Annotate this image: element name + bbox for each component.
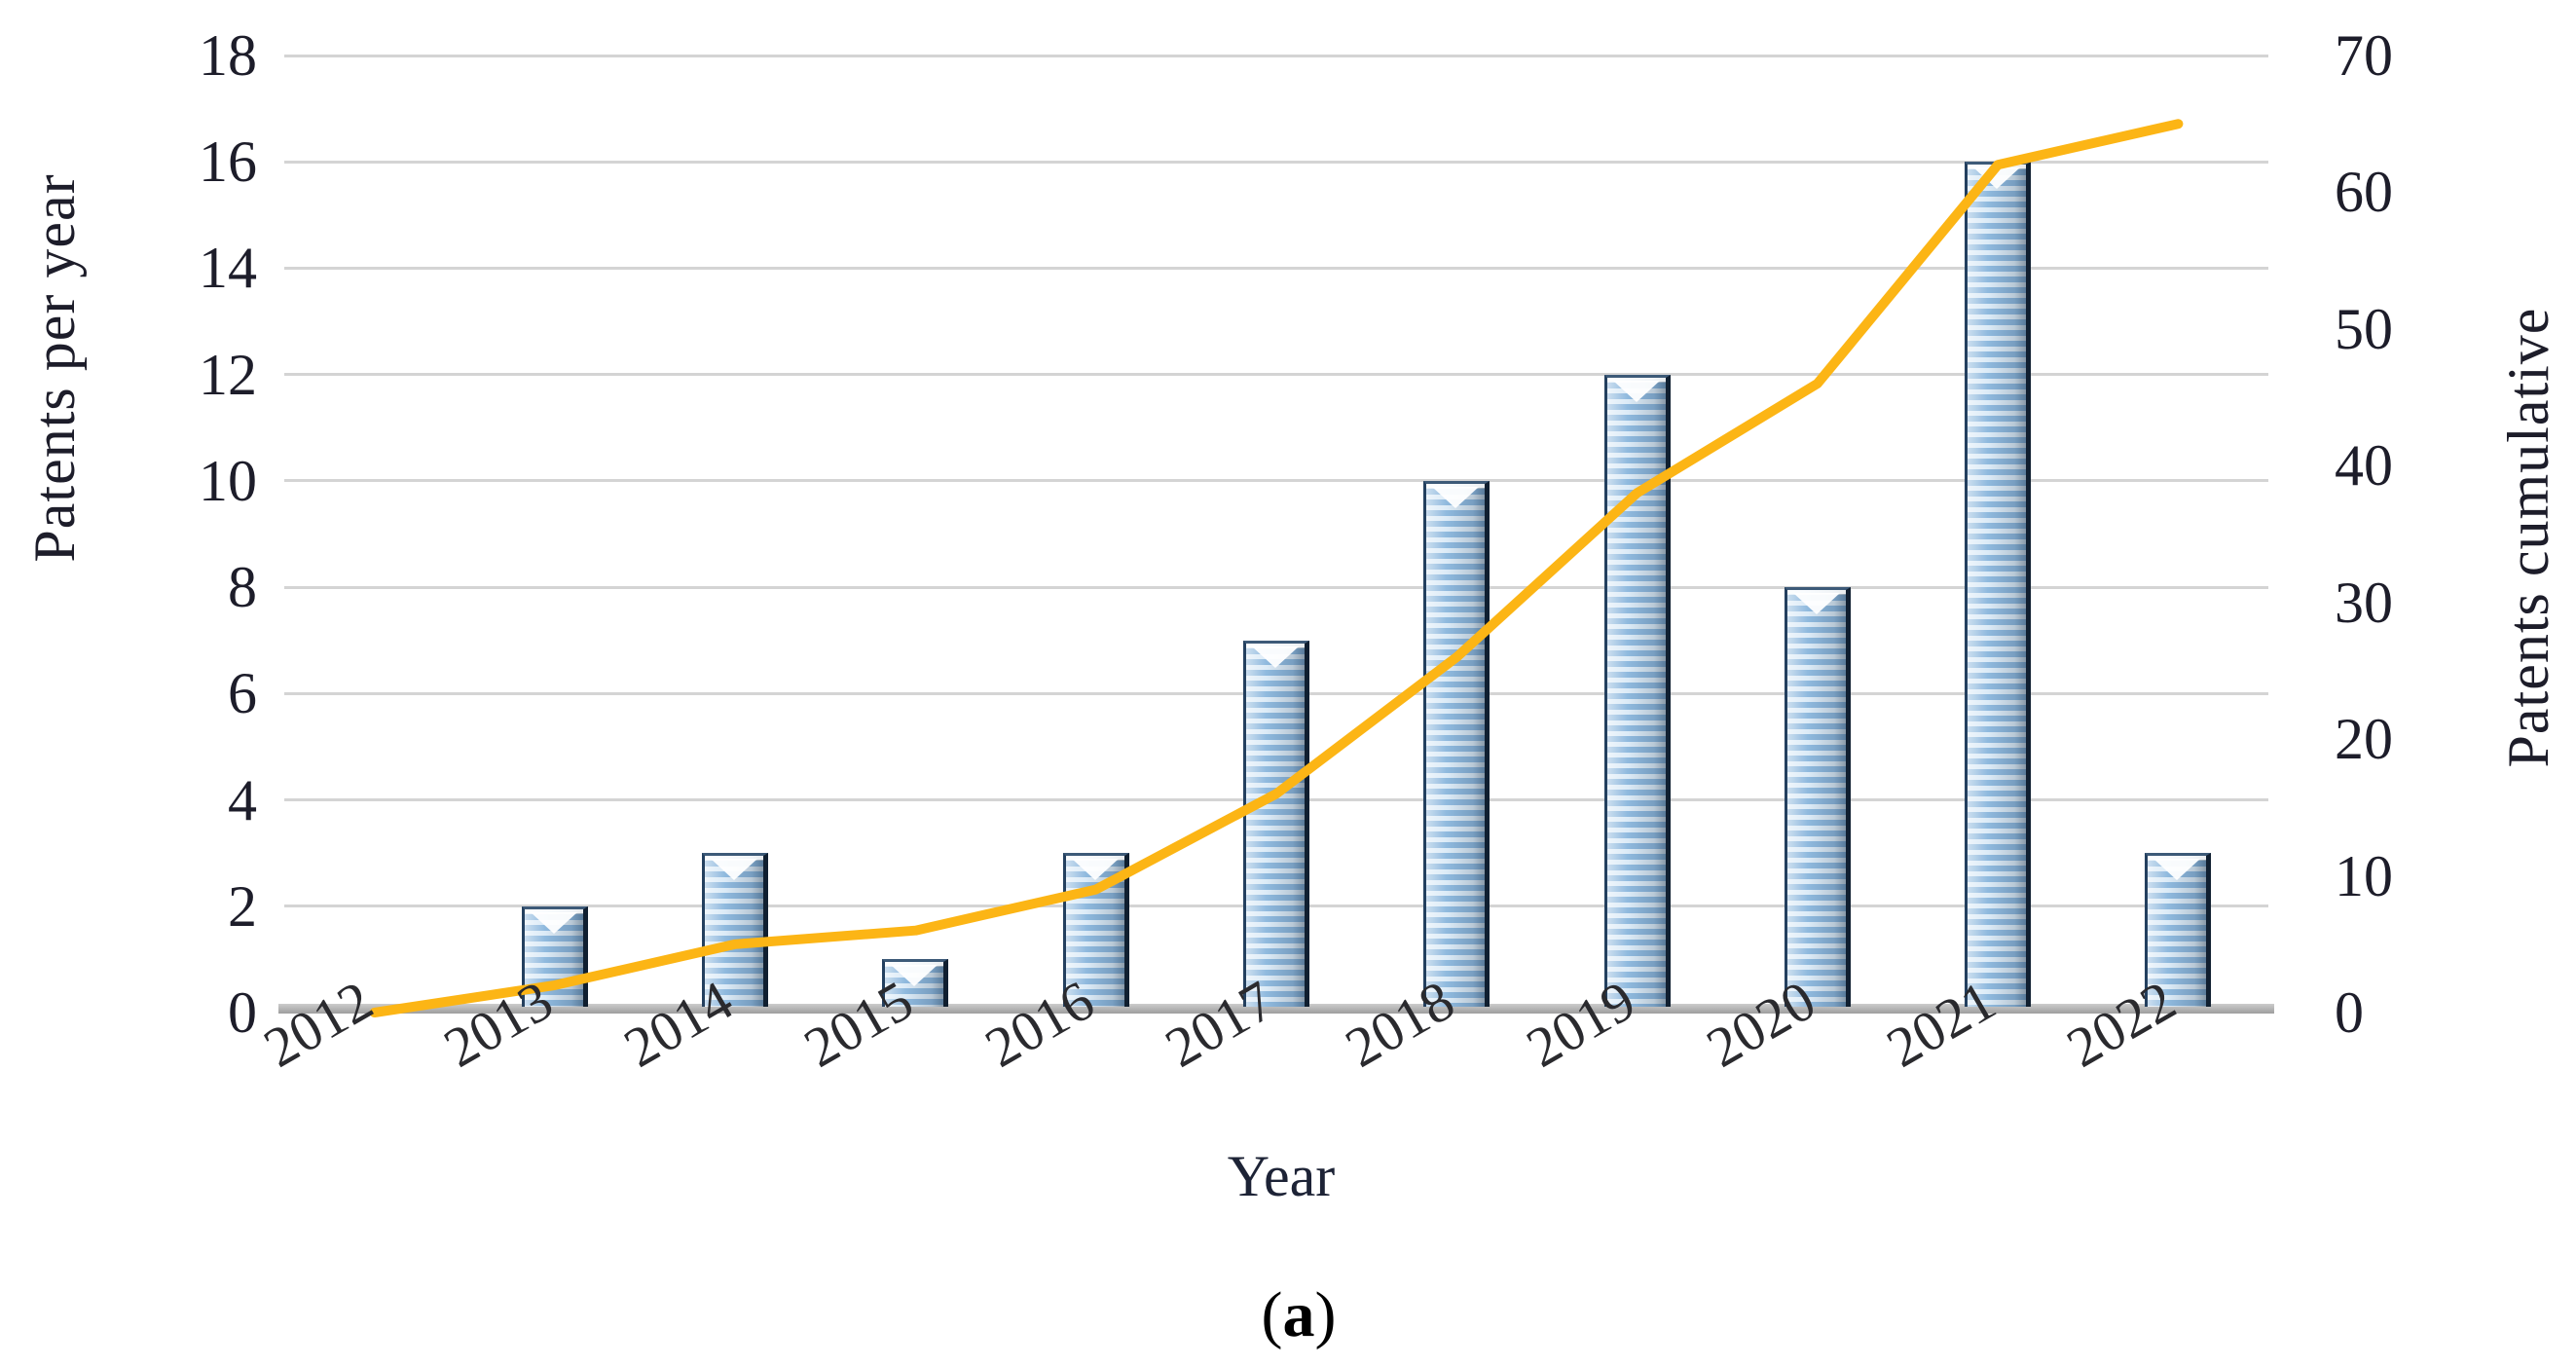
bar-shading — [2148, 856, 2207, 1007]
bar-top-notch — [1252, 646, 1299, 668]
bar-top-highlight — [1606, 377, 1666, 382]
gridline-14 — [284, 266, 2268, 270]
bar-2017 — [1243, 640, 1309, 1007]
x-tick-2012: 2012 — [252, 968, 383, 1080]
bar-top-highlight — [1246, 643, 1305, 647]
bar-top-highlight — [524, 908, 583, 913]
right-tick-20: 20 — [2335, 707, 2393, 772]
bar-2020 — [1784, 587, 1851, 1007]
bar-top-highlight — [2148, 856, 2207, 861]
left-tick-16: 16 — [199, 129, 257, 195]
left-tick-0: 0 — [228, 980, 257, 1045]
panel-label-letter: a — [1282, 1279, 1315, 1350]
bar-top-highlight — [1065, 856, 1124, 861]
bar-shading — [1968, 165, 2027, 1007]
gridline-10 — [284, 479, 2268, 483]
plot-area — [278, 54, 2274, 1017]
right-tick-70: 70 — [2335, 23, 2393, 88]
cumulative-line — [369, 119, 2184, 1017]
line-series-patents-cumulative — [369, 119, 2184, 1017]
bar-2022 — [2145, 853, 2212, 1007]
panel-label-open: ( — [1261, 1279, 1283, 1350]
bar-top-highlight — [885, 962, 944, 967]
bar-top-highlight — [705, 856, 764, 861]
left-tick-10: 10 — [199, 448, 257, 513]
bar-shading — [1426, 483, 1486, 1007]
left-tick-18: 18 — [199, 23, 257, 88]
bar-top-highlight — [1786, 590, 1846, 595]
right-axis-title: Patents cumulative — [2496, 307, 2560, 768]
x-axis-line — [278, 1004, 2274, 1014]
left-axis-title: Patents per year — [22, 173, 87, 563]
left-tick-8: 8 — [228, 555, 257, 620]
bar-top-notch — [1612, 380, 1660, 402]
right-tick-10: 10 — [2335, 843, 2393, 908]
right-tick-40: 40 — [2335, 433, 2393, 498]
bar-shading — [1786, 590, 1846, 1007]
bar-2014 — [702, 853, 769, 1007]
left-tick-12: 12 — [199, 342, 257, 407]
bar-top-notch — [1432, 486, 1480, 508]
bar-2018 — [1423, 480, 1490, 1007]
bar-shading — [1246, 643, 1305, 1007]
bar-top-notch — [2153, 859, 2201, 881]
bar-top-notch — [530, 911, 577, 934]
bar-2015 — [882, 959, 949, 1007]
bar-top-notch — [891, 965, 938, 987]
left-tick-2: 2 — [228, 873, 257, 939]
bar-top-notch — [711, 859, 758, 881]
gridline-12 — [284, 373, 2268, 377]
right-tick-0: 0 — [2335, 980, 2364, 1045]
right-tick-50: 50 — [2335, 296, 2393, 361]
panel-label-close: ) — [1314, 1279, 1337, 1350]
panel-label: (a) — [1262, 1283, 1337, 1348]
gridline-8 — [284, 585, 2268, 589]
left-tick-14: 14 — [199, 236, 257, 301]
right-tick-60: 60 — [2335, 160, 2393, 225]
left-tick-6: 6 — [228, 661, 257, 726]
bar-top-notch — [1792, 593, 1840, 615]
left-tick-4: 4 — [228, 767, 257, 832]
x-axis-title: Year — [1227, 1144, 1336, 1208]
bar-top-notch — [1071, 859, 1119, 881]
right-tick-30: 30 — [2335, 570, 2393, 635]
gridline-18 — [284, 54, 2268, 57]
bar-shading — [705, 856, 764, 1007]
bar-top-highlight — [1426, 483, 1486, 488]
gridline-16 — [284, 160, 2268, 164]
